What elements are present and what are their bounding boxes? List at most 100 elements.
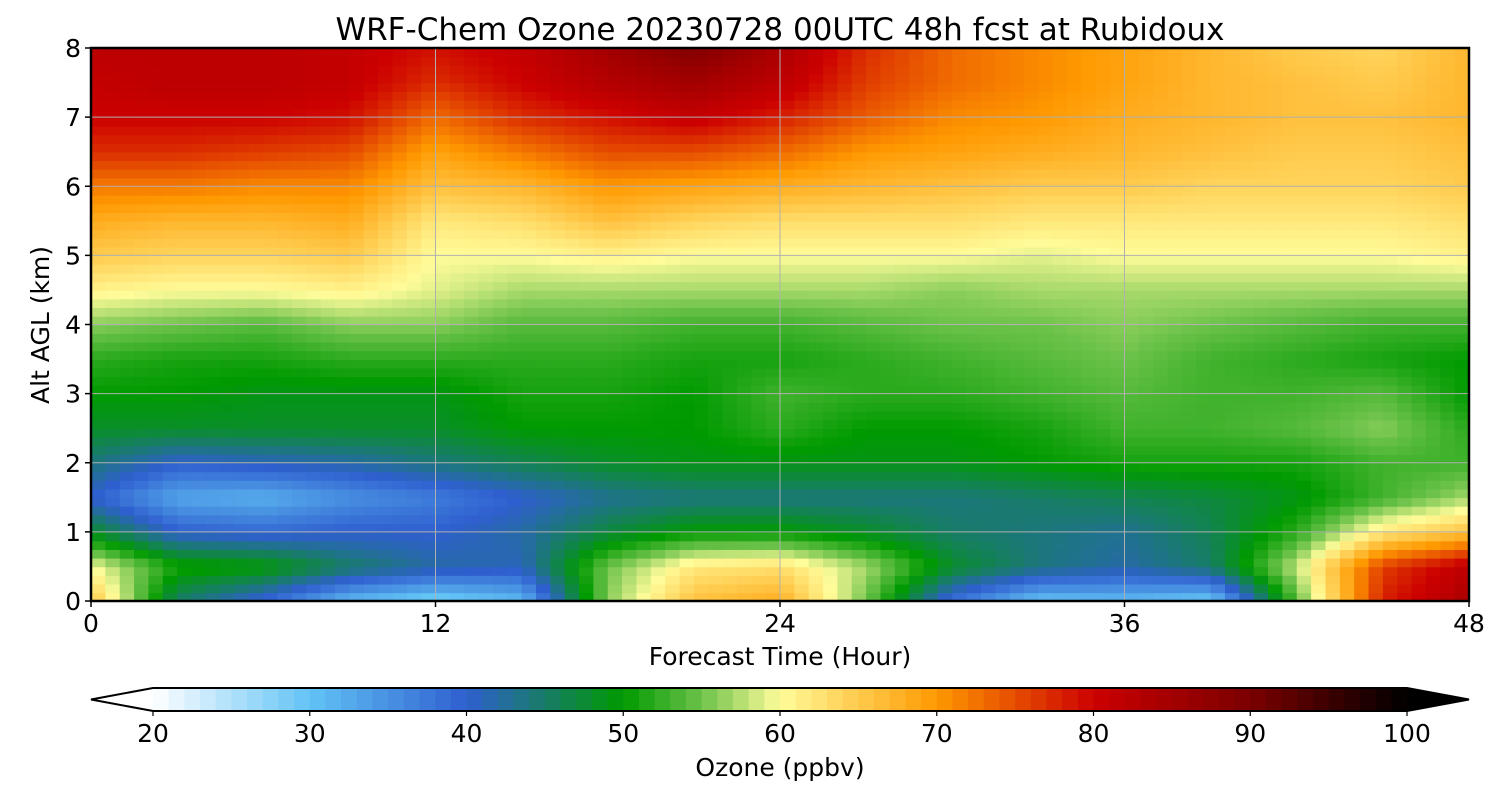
heatmap-cell	[1325, 480, 1341, 490]
heatmap-cell	[823, 523, 839, 533]
heatmap-cell	[1124, 505, 1140, 516]
heatmap-cell	[234, 471, 250, 481]
heatmap-cell	[421, 497, 437, 507]
heatmap-cell	[794, 540, 810, 550]
heatmap-cell	[1354, 203, 1370, 213]
heatmap-cell	[1325, 540, 1341, 550]
heatmap-cell	[851, 471, 867, 481]
heatmap-cell	[1425, 212, 1442, 222]
heatmap-cell	[1024, 160, 1040, 170]
heatmap-cell	[1196, 523, 1212, 533]
heatmap-cell	[1124, 168, 1140, 179]
heatmap-cell	[679, 531, 695, 542]
heatmap-cell	[780, 151, 796, 162]
heatmap-cell	[622, 333, 638, 343]
heatmap-cell	[607, 566, 623, 576]
heatmap-cell	[837, 540, 853, 550]
heatmap-cell	[1095, 186, 1111, 196]
heatmap-cell	[119, 557, 135, 568]
heatmap-cell	[119, 540, 135, 550]
heatmap-cell	[708, 298, 724, 309]
heatmap-cell	[1138, 272, 1155, 283]
heatmap-cell	[593, 566, 609, 576]
heatmap-cell	[363, 514, 379, 525]
heatmap-cell	[392, 160, 408, 170]
heatmap-cell	[478, 376, 494, 386]
heatmap-cell	[693, 255, 710, 265]
heatmap-cell	[464, 583, 480, 594]
heatmap-cell	[937, 289, 954, 300]
heatmap-cell	[234, 523, 250, 533]
heatmap-cell	[1009, 462, 1025, 473]
heatmap-cell	[980, 341, 997, 352]
heatmap-cell	[1268, 419, 1284, 429]
heatmap-cell	[1368, 428, 1384, 438]
heatmap-cell	[492, 419, 509, 429]
heatmap-cell	[1239, 393, 1255, 404]
heatmap-cell	[148, 436, 164, 447]
heatmap-cell	[952, 514, 968, 525]
heatmap-cell	[636, 341, 652, 352]
heatmap-cell	[220, 540, 236, 550]
heatmap-cell	[579, 255, 595, 265]
heatmap-cell	[1124, 549, 1140, 559]
heatmap-cell	[1382, 505, 1399, 516]
heatmap-cell	[478, 177, 494, 188]
heatmap-cell	[1153, 367, 1169, 378]
heatmap-cell	[765, 566, 781, 576]
heatmap-cell	[708, 410, 724, 421]
heatmap-cell	[1325, 557, 1341, 568]
heatmap-cell	[234, 445, 250, 455]
heatmap-cell	[1382, 168, 1399, 179]
heatmap-cell	[507, 367, 523, 378]
heatmap-cell	[966, 592, 982, 601]
heatmap-cell	[909, 298, 925, 309]
heatmap-cell	[980, 454, 997, 464]
heatmap-cell	[1425, 454, 1442, 464]
heatmap-cell	[722, 566, 738, 576]
heatmap-cell	[780, 238, 796, 248]
heatmap-cell	[665, 341, 681, 352]
heatmap-cell	[995, 410, 1011, 421]
heatmap-cell	[1239, 445, 1255, 455]
heatmap-cell	[679, 393, 695, 404]
heatmap-cell	[1124, 428, 1140, 438]
heatmap-cell	[593, 367, 609, 378]
heatmap-cell	[1181, 255, 1198, 265]
heatmap-cell	[291, 151, 308, 162]
heatmap-cell	[449, 419, 466, 429]
heatmap-cell	[535, 575, 552, 585]
heatmap-cell	[607, 419, 623, 429]
heatmap-cell	[579, 246, 595, 257]
heatmap-cell	[794, 229, 810, 239]
heatmap-cell	[191, 445, 207, 455]
heatmap-cell	[306, 359, 322, 369]
heatmap-cell	[866, 229, 882, 239]
heatmap-cell	[665, 497, 681, 507]
heatmap-cell	[335, 203, 351, 213]
heatmap-cell	[1181, 281, 1198, 291]
heatmap-cell	[291, 454, 308, 464]
heatmap-cell	[220, 549, 236, 559]
heatmap-cell	[1440, 333, 1456, 343]
heatmap-cell	[349, 272, 365, 283]
heatmap-cell	[507, 333, 523, 343]
heatmap-cell	[248, 272, 265, 283]
heatmap-cell	[435, 255, 451, 265]
heatmap-cell	[392, 531, 408, 542]
heatmap-cell	[808, 402, 824, 412]
heatmap-cell	[1354, 566, 1370, 576]
heatmap-cell	[636, 557, 652, 568]
heatmap-cell	[105, 367, 121, 378]
heatmap-cell	[923, 523, 939, 533]
heatmap-cell	[1397, 575, 1413, 585]
heatmap-cell	[593, 298, 609, 309]
heatmap-cell	[980, 514, 997, 525]
heatmap-cell	[91, 557, 107, 568]
heatmap-cell	[736, 272, 753, 283]
heatmap-cell	[507, 255, 523, 265]
heatmap-cell	[1454, 531, 1469, 542]
heatmap-cell	[1081, 471, 1097, 481]
heatmap-cell	[622, 557, 638, 568]
heatmap-cell	[1325, 462, 1341, 473]
